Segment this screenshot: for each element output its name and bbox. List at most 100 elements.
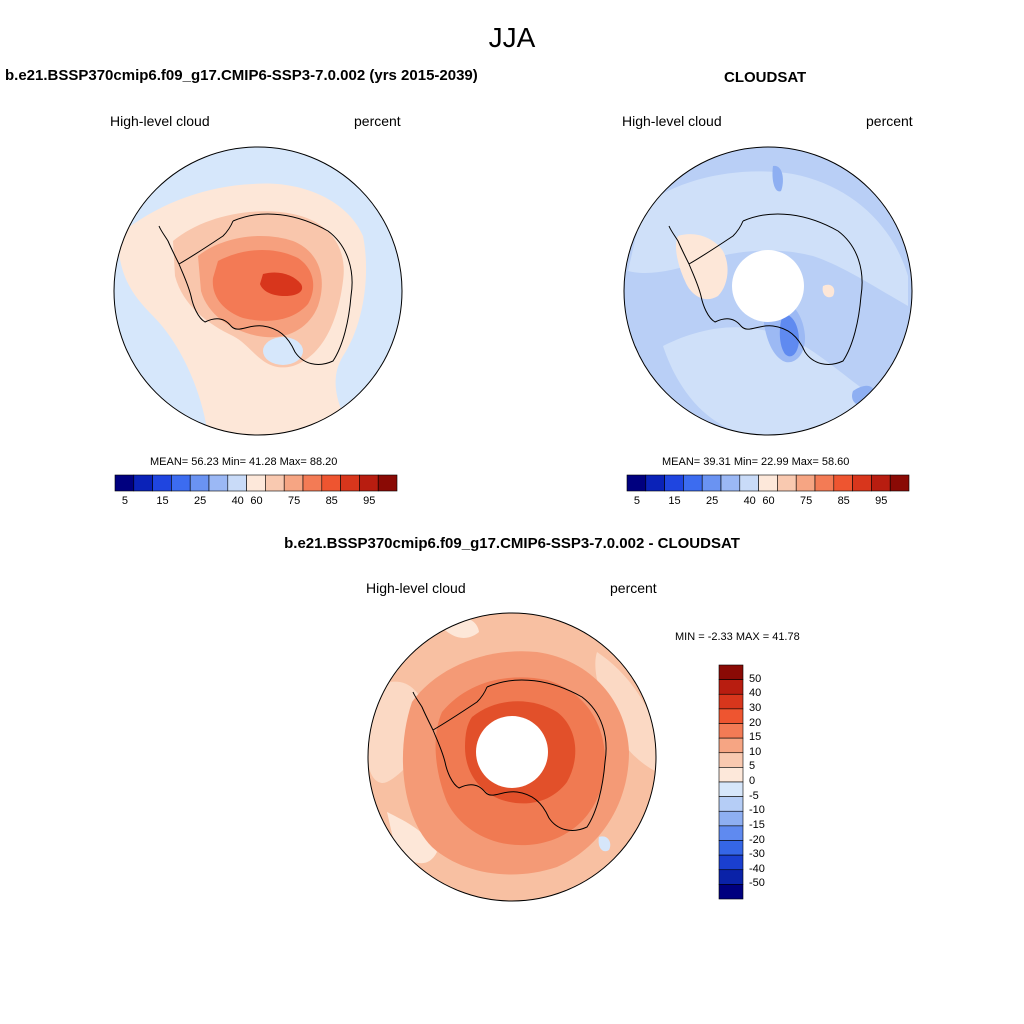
- colorbar-box: [852, 474, 872, 492]
- colorbar-box: [133, 474, 153, 492]
- colorbar-box: [359, 474, 379, 492]
- colorbar-box: [283, 474, 304, 492]
- colorbar-box: [718, 869, 744, 885]
- colorbar-tick-label: 15: [749, 731, 762, 744]
- colorbar-box: [795, 474, 816, 492]
- colorbar-tick-label: 15: [156, 495, 169, 507]
- colorbar-box: [833, 474, 853, 492]
- panel-2-colorbar: [626, 474, 910, 492]
- colorbar-tick-label: -15: [749, 818, 765, 831]
- colorbar-box: [739, 474, 759, 492]
- colorbar-box: [340, 474, 360, 492]
- colorbar-box: [626, 474, 647, 492]
- colorbar-tick-label: 85: [325, 495, 338, 507]
- panel-2-field-spot-3: [822, 284, 835, 298]
- colorbar-tick-label: 40: [231, 495, 244, 507]
- colorbar-tick-label: 10: [749, 745, 762, 758]
- panel-2-missing-data-hole: [732, 250, 804, 322]
- panel-3-stats: MIN = -2.33 MAX = 41.78: [675, 631, 800, 643]
- colorbar-box: [718, 708, 744, 724]
- colorbar-box: [645, 474, 665, 492]
- panel-2-field-band-light: [628, 171, 908, 306]
- panel-2-title: CLOUDSAT: [724, 69, 807, 86]
- colorbar-box: [718, 664, 744, 680]
- colorbar-box: [720, 474, 741, 492]
- colorbar-box: [758, 474, 778, 492]
- panel-3-coastline: [412, 679, 607, 831]
- colorbar-box: [152, 474, 172, 492]
- colorbar-box: [718, 781, 744, 797]
- colorbar-box: [171, 474, 191, 492]
- colorbar-box: [114, 474, 135, 492]
- colorbar-box: [718, 854, 744, 871]
- colorbar-box: [889, 474, 910, 492]
- colorbar-box: [718, 752, 744, 768]
- colorbar-box: [701, 474, 722, 492]
- colorbar-tick-label: 25: [193, 495, 207, 507]
- colorbar-box: [227, 474, 247, 492]
- colorbar-box: [377, 474, 398, 492]
- colorbar-box: [718, 767, 744, 783]
- colorbar-tick-label: -40: [749, 862, 765, 875]
- colorbar-box: [664, 474, 684, 492]
- colorbar-box: [718, 810, 744, 827]
- panel-2-units-label: percent: [866, 113, 913, 129]
- colorbar-tick-label: 15: [668, 495, 681, 507]
- panel-3-units-label: percent: [610, 580, 657, 596]
- colorbar-box: [246, 474, 266, 492]
- colorbar-box: [321, 474, 341, 492]
- colorbar-tick-label: -10: [749, 804, 765, 817]
- colorbar-box: [777, 474, 797, 492]
- panel-2-stats: MEAN= 39.31 Min= 22.99 Max= 58.60: [662, 456, 850, 468]
- colorbar-tick-label: 5: [121, 495, 128, 507]
- panel-2-variable-label: High-level cloud: [622, 113, 722, 129]
- panel-2-coastline: [668, 213, 863, 365]
- panel-3-field-weak-blue: [598, 836, 611, 852]
- panel-1-map-boundary: [113, 146, 403, 436]
- panel-1-units-label: percent: [354, 113, 401, 129]
- panel-2-field-band-light-2: [663, 327, 873, 435]
- colorbar-box: [208, 474, 229, 492]
- colorbar-tick-label: 5: [749, 760, 756, 773]
- colorbar-box: [871, 474, 891, 492]
- colorbar-tick-label: 60: [762, 495, 775, 507]
- colorbar-box: [718, 825, 744, 841]
- panel-2-field-deep-blue: [779, 314, 799, 357]
- panel-1-variable-label: High-level cloud: [110, 113, 210, 129]
- panel-2-map-boundary: [623, 146, 913, 436]
- panel-3-variable-label: High-level cloud: [366, 580, 466, 596]
- panel-3-map: [367, 612, 657, 902]
- colorbar-tick-label: -30: [749, 848, 765, 861]
- colorbar-tick-label: 60: [250, 495, 263, 507]
- colorbar-tick-label: 50: [749, 672, 762, 685]
- panel-3-colorbar: [718, 664, 744, 900]
- colorbar-tick-label: 30: [749, 701, 762, 714]
- colorbar-box: [302, 474, 323, 492]
- colorbar-tick-label: 95: [363, 495, 376, 507]
- panel-3-missing-data-hole: [476, 716, 548, 788]
- panel-1-title: b.e21.BSSP370cmip6.f09_g17.CMIP6-SSP3-7.…: [5, 67, 478, 84]
- colorbar-box: [683, 474, 703, 492]
- colorbar-box: [718, 840, 744, 856]
- panel-3-map-boundary: [367, 612, 657, 902]
- colorbar-box: [718, 693, 744, 710]
- panel-1-stats: MEAN= 56.23 Min= 41.28 Max= 88.20: [150, 456, 338, 468]
- colorbar-tick-label: 85: [837, 495, 850, 507]
- colorbar-tick-label: 40: [749, 687, 762, 700]
- colorbar-tick-label: -5: [749, 789, 759, 802]
- colorbar-tick-label: 95: [875, 495, 888, 507]
- colorbar-box: [718, 796, 744, 812]
- panel-1-map: [113, 146, 403, 436]
- colorbar-box: [718, 884, 744, 900]
- panel-3-title: b.e21.BSSP370cmip6.f09_g17.CMIP6-SSP3-7.…: [284, 535, 740, 552]
- colorbar-tick-label: -50: [749, 877, 765, 890]
- season-title: JJA: [488, 22, 536, 53]
- panel-2-field-peninsula-warm: [675, 234, 728, 300]
- colorbar-tick-label: 20: [749, 716, 762, 729]
- colorbar-tick-label: 75: [287, 495, 301, 507]
- panel-1-colorbar: [114, 474, 398, 492]
- colorbar-box: [718, 737, 744, 754]
- colorbar-box: [718, 679, 744, 695]
- colorbar-tick-label: -20: [749, 833, 765, 846]
- colorbar-tick-label: 40: [743, 495, 756, 507]
